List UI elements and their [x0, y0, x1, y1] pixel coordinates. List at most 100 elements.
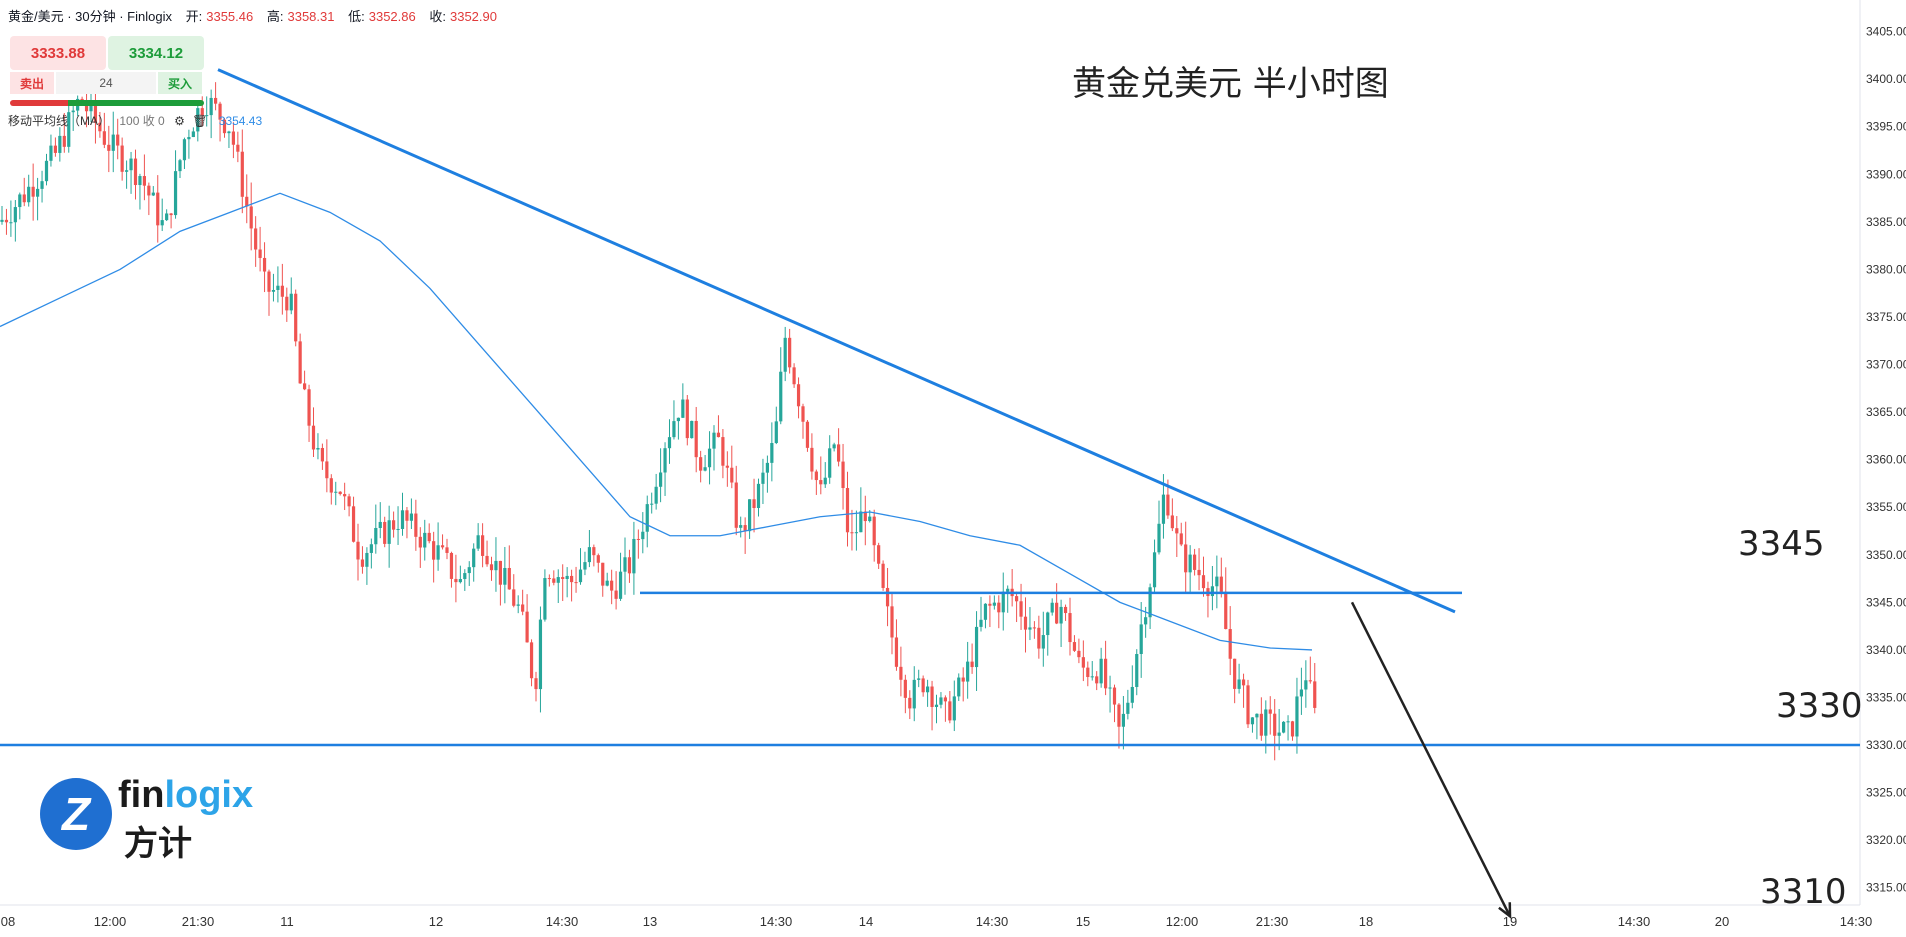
candle-body — [1095, 676, 1099, 684]
y-tick-label: 3320.00 — [1866, 833, 1906, 847]
candle-body — [979, 619, 983, 627]
logo-wordmark: finlogix — [118, 774, 253, 817]
y-tick-label: 3380.00 — [1866, 262, 1906, 276]
candle-body — [365, 552, 369, 567]
y-tick-label: 3365.00 — [1866, 405, 1906, 419]
candle-body — [1179, 533, 1183, 545]
logo-text-b: logix — [164, 774, 254, 816]
candle-body — [409, 513, 413, 521]
candle-body — [810, 447, 814, 472]
level-label-3310: 3310 — [1760, 872, 1847, 912]
candle-body — [1193, 554, 1197, 570]
candle-body — [748, 499, 752, 532]
candle-body — [187, 137, 191, 140]
candle-body — [62, 135, 66, 147]
candle-body — [1308, 680, 1312, 682]
level-label-3345: 3345 — [1738, 524, 1825, 564]
candle-body — [903, 679, 907, 698]
candle-body — [325, 461, 329, 479]
candle-body — [298, 341, 302, 384]
candle-body — [498, 560, 502, 585]
candle-body — [930, 686, 934, 707]
candle-body — [507, 567, 511, 590]
candle-body — [716, 432, 721, 438]
candle-body — [249, 206, 253, 229]
candle-body — [1304, 680, 1308, 690]
candle-body — [1112, 687, 1117, 705]
candle-body — [369, 544, 373, 553]
candle-body — [245, 196, 249, 207]
x-tick-label: 08 — [1, 914, 15, 929]
indicator-legend[interactable]: 移动平均线（MA） 100 收 0 ⚙ 🗑 3354.43 — [8, 112, 262, 129]
settings-icon[interactable]: ⚙ — [174, 114, 185, 128]
candle-body — [147, 185, 151, 196]
y-tick-label: 3395.00 — [1866, 120, 1906, 134]
candle-body — [712, 432, 716, 449]
candle-body — [67, 112, 71, 147]
candle-body — [1144, 617, 1148, 625]
candle-body — [934, 704, 939, 707]
candle-body — [1184, 544, 1188, 573]
y-tick-label: 3370.00 — [1866, 358, 1906, 372]
candle-body — [645, 504, 649, 532]
candle-body — [792, 367, 796, 385]
candle-body — [440, 545, 445, 548]
candle-body — [1273, 713, 1277, 736]
sentiment-bar — [10, 100, 204, 106]
candle-body — [347, 496, 351, 507]
candle-body — [841, 461, 845, 489]
candle-body — [908, 697, 912, 709]
candle-body — [262, 257, 267, 272]
low-label: 低: — [348, 9, 365, 24]
y-tick-label: 3360.00 — [1866, 453, 1906, 467]
candle-body — [850, 532, 854, 534]
candle-body — [169, 213, 173, 216]
candle-body — [796, 384, 801, 407]
x-tick-label: 12:00 — [1166, 914, 1199, 929]
candle-body — [84, 103, 89, 112]
candle-body — [574, 582, 578, 584]
candle-body — [983, 603, 988, 620]
candle-body — [396, 528, 400, 530]
indicator-value: 3354.43 — [218, 114, 263, 128]
candle-body — [18, 194, 22, 208]
candle-body — [1001, 591, 1005, 613]
buy-price-button[interactable]: 3334.12 — [108, 36, 204, 70]
candle-body — [182, 139, 187, 161]
candle-body — [832, 444, 836, 449]
buy-button[interactable]: 买入 — [158, 72, 202, 94]
candle-body — [565, 575, 569, 579]
candle-body — [765, 462, 769, 473]
candle-body — [1081, 657, 1085, 668]
candle-body — [271, 289, 276, 292]
x-tick-label: 20 — [1715, 914, 1729, 929]
candle-body — [694, 420, 698, 458]
trash-icon[interactable]: 🗑 — [192, 114, 208, 128]
candle-body — [329, 478, 333, 493]
candle-body — [1015, 596, 1019, 602]
sell-button[interactable]: 卖出 — [10, 72, 54, 94]
symbol-label: 黄金/美元 · 30分钟 · Finlogix — [8, 9, 172, 24]
candle-body — [58, 135, 62, 153]
candle-body — [49, 145, 53, 161]
candle-body — [111, 134, 115, 151]
candle-body — [156, 192, 160, 226]
candle-body — [414, 513, 418, 537]
candle-body — [1046, 612, 1050, 636]
candle-body — [374, 527, 378, 545]
candle-body — [703, 467, 707, 471]
candle-body — [1282, 721, 1286, 733]
candle-body — [1059, 606, 1063, 624]
candle-body — [952, 696, 956, 721]
indicator-params: 100 收 0 — [119, 114, 165, 128]
x-tick-label: 14:30 — [1840, 914, 1873, 929]
sell-price-button[interactable]: 3333.88 — [10, 36, 106, 70]
candle-body — [383, 521, 387, 544]
candle-body — [538, 619, 543, 690]
candle-body — [1121, 713, 1125, 727]
candle-body — [191, 131, 195, 138]
candle-body — [1006, 588, 1010, 592]
candle-body — [481, 535, 485, 556]
candle-body — [1019, 601, 1023, 617]
